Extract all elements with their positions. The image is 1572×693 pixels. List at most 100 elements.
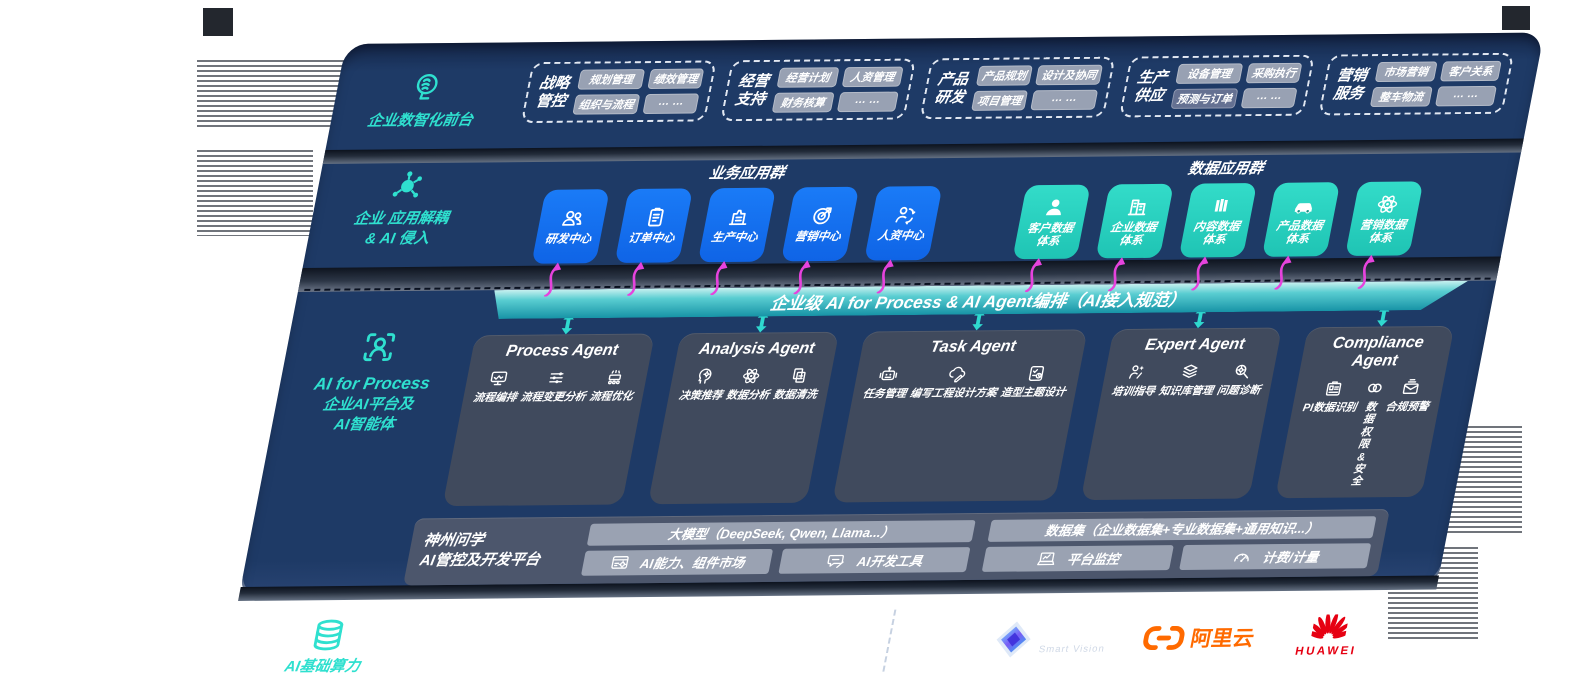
band-ai-platform: 企业级 AI for Process & AI Agent编排（AI接入规范） …: [241, 256, 1501, 587]
laptop-chart-icon: [1034, 548, 1059, 569]
agent-title: Task Agent: [928, 337, 1018, 356]
platform-cell-dev-tools: AI开发工具: [778, 546, 971, 574]
capability-pill: … …: [1434, 85, 1497, 107]
app-box-marketing-center: 营销中心: [780, 186, 860, 295]
model-bar: 大模型（DeepSeek, Qwen, Llama...）: [586, 519, 976, 546]
group-strategy-control: 战略 管控 规划管理 绩效管理 组织与流程 … …: [520, 60, 717, 124]
platform-cell-ai-market: AI能力、组件市场: [580, 548, 774, 576]
band-compute: AI基础算力 企业AI算力 或AI一体机 数据中心 数据中心 … … AI一体机: [220, 589, 1436, 692]
decouple-side: 企业 应用解耦 & AI 侵入: [306, 168, 500, 249]
ai-platform-label: AI for Process 企业AI平台及 AI智能体: [312, 373, 432, 433]
head-gear-icon: [692, 366, 717, 387]
model-group: 大模型（DeepSeek, Qwen, Llama...） AI能力、组件市场 …: [580, 519, 976, 576]
agent-card-task: Task Agent 任务管理 编写工程设计方案 造型主题设计: [831, 309, 1088, 503]
monitor-flow-icon: [486, 368, 511, 389]
huawei-logo: HUAWEI: [1294, 614, 1363, 658]
capability-pill: 设备管理: [1175, 63, 1244, 84]
agent-title: Analysis Agent: [697, 339, 817, 359]
hr-icon: [890, 203, 920, 228]
group-title: 营销 服务: [1331, 66, 1369, 102]
app-box-rd-center: 研发中心: [531, 189, 610, 297]
chat-tools-icon: [824, 550, 849, 571]
capability-pill: 绩效管理: [647, 68, 705, 90]
front-office-label: 企业数智化前台: [365, 111, 475, 130]
car-icon: [1289, 192, 1319, 217]
agent-card-process: Process Agent 流程编排 流程变更分析 流程优化: [442, 313, 656, 507]
capability-pill: 财务核算: [771, 92, 835, 113]
agent-card-analysis: Analysis Agent 决策推荐 数据分析 数据清洗: [647, 311, 839, 505]
agent-capability: 编写工程设计方案: [909, 363, 1003, 400]
band-app-groups: 企业 应用解耦 & AI 侵入 业务应用群 数据应用群 研发中心: [303, 153, 1521, 297]
capability-pill: 整车物流: [1369, 86, 1433, 108]
flow-arrow-icon: [876, 259, 894, 294]
architecture-panel: 企业数智化前台 战略 管控 规划管理 绩效管理 组织与流程 … … 经营 支持 经营…: [238, 32, 1545, 675]
capability-pill: … …: [1240, 87, 1298, 109]
dashed-divider: [882, 609, 897, 672]
gauge-icon: [1230, 546, 1255, 567]
agent-capability: 培训指导: [1110, 362, 1160, 399]
clipboard-icon: [640, 205, 670, 230]
business-group-title: 业务应用群: [707, 164, 787, 183]
checklist-icon: [1024, 363, 1049, 384]
aliyun-bracket-icon: [1143, 625, 1185, 650]
layers-icon: [1177, 361, 1202, 382]
agent-capability: 决策推荐: [678, 366, 728, 403]
public-cloud-label: 公有云 算力: [917, 620, 966, 659]
group-title: 战略 管控: [534, 74, 572, 110]
capability-pill: 预测与订单: [1170, 88, 1239, 109]
aliyun-logo: 阿里云: [1140, 622, 1257, 653]
agent-capability: 造型主题设计: [999, 362, 1071, 399]
agent-capability: 问题诊断: [1216, 361, 1266, 398]
diagnose-icon: [1230, 361, 1255, 382]
capability-pill: 组织与流程: [572, 94, 641, 115]
business-app-group: 研发中心 订单中心 生产中心: [531, 186, 943, 297]
app-box-order-center: 订单中心: [614, 188, 694, 297]
smart-vision-diamond-icon: [996, 621, 1031, 658]
ai-platform-side: AI for Process 企业AI平台及 AI智能体: [274, 326, 471, 435]
data-box-customer: 客户数据 体系: [1012, 184, 1091, 293]
atom-icon: [739, 365, 764, 386]
team-icon: [557, 206, 587, 231]
flow-arrow-icon: [793, 260, 811, 295]
data-app-group: 客户数据 体系 企业数据 体系 内容数据 体系: [1012, 181, 1424, 293]
decorative-block: [1502, 6, 1530, 30]
dataset-bar: 数据集（企业数据集+专业数据集+通用知识...）: [987, 516, 1377, 542]
robot-icon: [876, 364, 901, 385]
huawei-flower-icon: [1310, 614, 1350, 639]
group-operation-support: 经营 支持 经营计划 人资管理 财务核算 … …: [720, 58, 917, 122]
compute-node-datacenter-1: 数据中心: [522, 620, 575, 667]
capability-pill: 设计及协同: [1035, 64, 1104, 86]
capability-pill: 规划管理: [577, 69, 646, 90]
agent-title: Compliance Agent: [1331, 334, 1426, 370]
flow-arrow-icon: [710, 261, 728, 296]
capability-pill: 项目管理: [971, 90, 1029, 111]
smart-vision-logo: 神州问学 Smart Vision: [990, 618, 1111, 659]
decouple-label: 企业 应用解耦 & AI 侵入: [352, 209, 450, 247]
flow-arrow-icon: [543, 262, 562, 297]
window-gear-icon: [607, 552, 632, 573]
agent-capability: 流程优化: [588, 367, 638, 404]
capability-pill: … …: [1030, 89, 1099, 111]
flow-arrow-icon: [1107, 257, 1126, 292]
capability-pill: 产品规划: [975, 65, 1033, 86]
server-icon: [749, 618, 780, 646]
front-office-groups: 战略 管控 规划管理 绩效管理 组织与流程 … … 经营 支持 经营计划 人资管理 …: [516, 52, 1515, 148]
group-title: 产品 研发: [933, 70, 970, 106]
data-group-title: 数据应用群: [1186, 159, 1266, 178]
flow-arrow-icon: [1190, 256, 1209, 291]
trainer-icon: [1125, 362, 1150, 383]
target-icon: [807, 203, 837, 228]
atom-icon: [1372, 191, 1402, 216]
data-box-enterprise: 企业数据 体系: [1095, 183, 1174, 292]
decorative-block: [203, 8, 233, 36]
brain-icon: [405, 69, 448, 105]
agent-capability: 知识库管理: [1158, 361, 1219, 398]
decorative-stripes: [197, 150, 313, 236]
agent-cards: Process Agent 流程编排 流程变更分析 流程优化 Analysis …: [442, 305, 1455, 507]
data-box-content: 内容数据 体系: [1178, 182, 1258, 291]
compute-node-datacenter-2: 数据中心: [594, 619, 647, 666]
server-icon: [607, 619, 638, 647]
capability-pill: … …: [642, 93, 700, 115]
group-marketing-service: 营销 服务 市场营销 客户关系 整车物流 … …: [1318, 52, 1515, 116]
compute-side: AI基础算力: [259, 615, 393, 677]
